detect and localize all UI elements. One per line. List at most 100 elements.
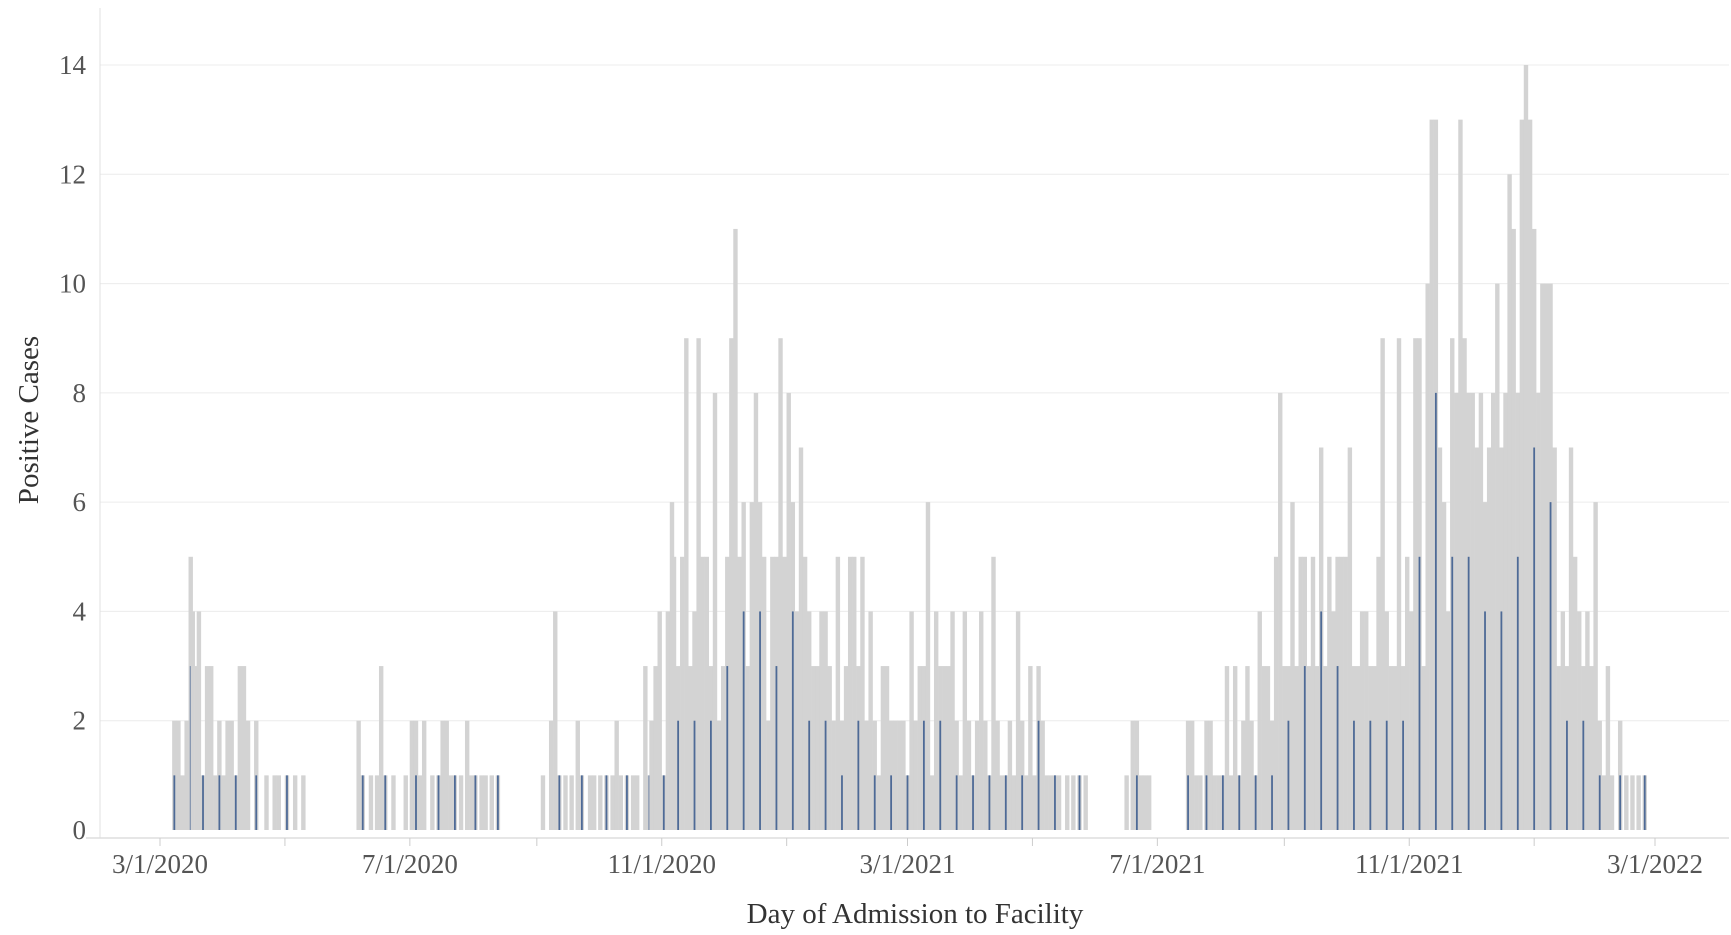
x-tick-label-0: 3/1/2020 <box>112 849 208 879</box>
bar-2021-03-31 <box>966 720 972 830</box>
bar-2020-07-19 <box>444 720 449 830</box>
x-tick-label-3: 3/1/2021 <box>859 849 955 879</box>
bar-2020-07-29 <box>464 720 470 830</box>
bar-2020-04-01 <box>221 775 226 830</box>
x-tick-label-2: 11/1/2020 <box>607 849 716 879</box>
x-tick-label-4: 7/1/2021 <box>1109 849 1205 879</box>
bar-2020-11-13 <box>684 338 689 830</box>
bar-highlight-2020-11-17 <box>693 720 696 830</box>
bar-2020-03-28 <box>213 775 218 830</box>
bar-2021-07-25 <box>1204 720 1209 830</box>
bar-2020-11-04 <box>665 611 671 830</box>
bar-highlight-2022-02-24 <box>1643 775 1646 830</box>
bar-2021-03-27 <box>958 775 963 830</box>
bars <box>172 65 1647 831</box>
bar-2021-04-12 <box>991 556 996 830</box>
bar-2021-02-27 <box>901 720 906 830</box>
bar-2020-06-06 <box>356 720 361 830</box>
x-tick-label-5: 11/1/2021 <box>1355 849 1464 879</box>
bar-2021-12-18 <box>1503 392 1508 830</box>
bar-2021-08-24 <box>1265 666 1271 830</box>
bar-2021-06-23 <box>1138 775 1144 830</box>
bar-2021-08-20 <box>1257 611 1262 830</box>
bar-2021-11-24 <box>1454 392 1459 830</box>
bar-highlight-2020-07-04 <box>415 775 417 830</box>
bar-highlight-2021-09-19 <box>1320 611 1323 830</box>
bar-2022-02-12 <box>1617 720 1623 830</box>
bar-highlight-2021-10-29 <box>1402 720 1404 830</box>
bar-highlight-2021-04-10 <box>988 775 991 830</box>
bar-2020-04-28 <box>276 775 281 830</box>
bar-2022-01-03 <box>1536 392 1541 830</box>
bar-2021-02-15 <box>876 775 882 830</box>
bar-2020-06-15 <box>374 775 380 830</box>
bar-highlight-2021-12-08 <box>1484 611 1486 830</box>
bar-2021-04-20 <box>1007 720 1013 830</box>
bar-highlight-2020-06-19 <box>384 775 387 830</box>
bar-2021-10-01 <box>1343 556 1348 830</box>
bar-2021-07-31 <box>1216 775 1221 830</box>
bar-2022-02-21 <box>1636 775 1641 830</box>
bar-highlight-2020-12-19 <box>759 611 761 830</box>
y-tick-label-10: 10 <box>59 269 86 299</box>
bar-2021-05-06 <box>1040 720 1045 830</box>
bar-2020-04-11 <box>241 666 247 830</box>
bar-2020-10-27 <box>649 720 654 830</box>
bar-highlight-2021-01-04 <box>791 611 794 830</box>
bar-highlight-2020-05-02 <box>286 775 288 830</box>
bar-2020-10-29 <box>653 666 658 830</box>
bar-highlight-2020-06-08 <box>361 775 364 830</box>
bar-highlight-2020-07-15 <box>437 775 440 830</box>
bar-2020-03-30 <box>217 720 222 830</box>
bar-2021-05-14 <box>1056 775 1062 830</box>
bar-2021-01-22 <box>827 666 832 830</box>
bar-2021-11-04 <box>1413 338 1418 830</box>
bar-2021-10-07 <box>1355 666 1361 830</box>
bar-2021-08-28 <box>1273 556 1279 830</box>
bar-2020-12-13 <box>745 666 750 830</box>
bar-2020-07-17 <box>440 720 445 830</box>
bar-2021-06-25 <box>1142 775 1148 830</box>
bar-2022-02-08 <box>1609 775 1615 830</box>
bar-2022-01-23 <box>1577 611 1582 830</box>
bar-2021-03-05 <box>913 720 918 830</box>
bar-2021-12-10 <box>1486 447 1492 830</box>
y-tick-label-6: 6 <box>73 487 87 517</box>
bar-highlight-2021-04-02 <box>972 775 974 830</box>
bar-2021-02-09 <box>864 720 869 830</box>
bar-2020-10-10 <box>614 720 619 830</box>
bar-2021-04-22 <box>1011 775 1017 830</box>
bar-2020-09-15 <box>563 775 568 830</box>
bar-highlight-2021-07-16 <box>1187 775 1189 830</box>
bar-2021-05-21 <box>1071 775 1076 830</box>
bar-2021-11-08 <box>1421 666 1426 830</box>
bar-2020-04-17 <box>254 720 259 830</box>
bar-2020-09-18 <box>569 775 574 830</box>
bar-2021-04-28 <box>1024 775 1029 830</box>
bar-2020-11-29 <box>716 720 722 830</box>
bar-2020-09-29 <box>591 775 597 830</box>
bar-2021-10-15 <box>1372 666 1377 830</box>
bar-2020-10-20 <box>634 775 640 830</box>
bar-2021-04-30 <box>1028 666 1033 830</box>
bar-2020-03-08 <box>172 720 177 830</box>
bar-2021-12-12 <box>1491 392 1496 830</box>
bar-2021-05-27 <box>1083 775 1088 830</box>
bar-2022-01-07 <box>1544 283 1549 830</box>
bar-highlight-2021-11-22 <box>1451 556 1454 830</box>
bar-2021-04-08 <box>983 720 988 830</box>
bar-2021-09-13 <box>1306 666 1312 830</box>
bar-highlight-2020-12-03 <box>726 666 729 830</box>
bar-2021-04-06 <box>979 611 984 830</box>
bar-2020-12-01 <box>720 666 726 830</box>
bar-2020-12-15 <box>749 502 755 830</box>
bar-highlight-2020-03-30 <box>218 775 221 830</box>
bar-2021-09-21 <box>1323 666 1328 830</box>
bar-highlight-2022-02-12 <box>1619 775 1622 830</box>
bar-2021-01-16 <box>815 666 820 830</box>
bar-2021-08-30 <box>1278 392 1283 830</box>
bar-2021-06-27 <box>1146 775 1152 830</box>
bar-2020-04-05 <box>229 720 234 830</box>
bar-2021-03-13 <box>929 775 935 830</box>
